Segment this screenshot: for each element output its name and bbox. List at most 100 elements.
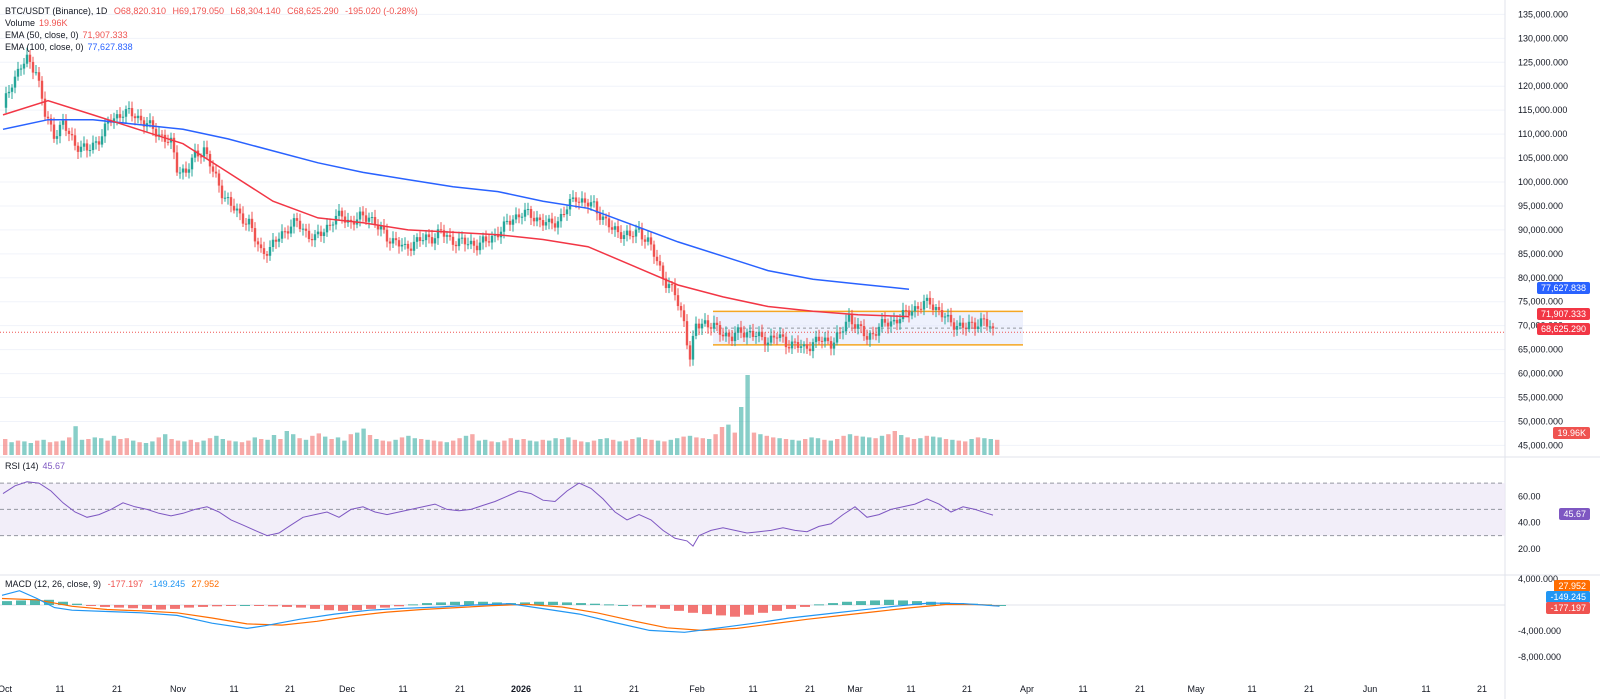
- symbol-label: BTC/USDT (Binance), 1D: [5, 6, 108, 16]
- volume-bar: [195, 442, 200, 455]
- volume-bar: [316, 433, 321, 455]
- volume-bar: [732, 432, 737, 455]
- macd-hist-bar: [702, 605, 712, 615]
- candle-body: [214, 171, 218, 174]
- price-tick-label: 45,000.000: [1518, 440, 1563, 450]
- candle-body: [850, 313, 854, 325]
- candle-body: [886, 322, 890, 327]
- candle-body: [184, 168, 188, 173]
- candle-body: [967, 321, 971, 330]
- candle-body: [610, 227, 614, 230]
- volume-bar: [463, 435, 469, 455]
- volume-bar: [572, 439, 577, 455]
- price-tick-label: 80,000.000: [1518, 273, 1563, 283]
- candle-body: [358, 211, 362, 220]
- macd-hist-bar: [674, 605, 684, 611]
- volume-bar: [303, 439, 309, 455]
- candle-body: [430, 237, 434, 244]
- candle-body: [946, 314, 950, 317]
- candle-body: [316, 231, 320, 235]
- candle-body: [133, 116, 137, 119]
- ema50-tag: 71,907.333: [1536, 308, 1590, 320]
- volume-bar: [233, 441, 238, 455]
- volume-bar: [899, 435, 904, 455]
- volume-bar: [841, 435, 846, 455]
- candle-body: [322, 232, 326, 237]
- candle-body: [736, 327, 740, 333]
- candle-body: [70, 133, 74, 136]
- macd-hist-bar: [646, 605, 656, 608]
- candle-body: [34, 72, 38, 74]
- volume-bar: [438, 441, 443, 455]
- macd-hist-bar: [296, 605, 306, 608]
- volume-bar: [118, 439, 123, 455]
- candle-body: [364, 215, 368, 222]
- macd-hist-bar: [450, 601, 460, 605]
- volume-bar: [495, 442, 501, 455]
- volume-bar: [41, 439, 46, 455]
- candle-body: [241, 213, 245, 224]
- candle-body: [37, 72, 41, 81]
- x-tick-label: Mar: [847, 684, 863, 694]
- candle-body: [16, 68, 20, 77]
- candle-body: [721, 334, 725, 337]
- candle-body: [232, 205, 236, 211]
- volume-bar: [675, 438, 680, 455]
- candle-body: [742, 332, 746, 338]
- candle-body: [100, 136, 104, 145]
- candle-body: [397, 240, 401, 247]
- last-price-tag: 68,625.290: [1536, 323, 1590, 335]
- volume-bar: [99, 438, 104, 455]
- price-tick-label: 125,000.000: [1518, 57, 1568, 67]
- volume-bar: [796, 440, 801, 455]
- candle-body: [385, 229, 389, 242]
- price-tick-label: 90,000.000: [1518, 225, 1563, 235]
- volume-bar: [406, 435, 411, 455]
- candle-body: [970, 321, 974, 323]
- volume-bar: [649, 439, 654, 455]
- candle-body: [895, 319, 899, 324]
- candle-body: [589, 202, 593, 207]
- macd-hist-bar: [254, 605, 264, 606]
- candle-body: [913, 306, 917, 312]
- candle-body: [94, 141, 98, 143]
- candle-body: [631, 236, 635, 238]
- x-tick-label: Jun: [1363, 684, 1378, 694]
- price-tick-label: 115,000.000: [1518, 105, 1567, 115]
- x-tick-label: Nov: [170, 684, 187, 694]
- macd-hist-bar: [772, 605, 782, 611]
- ema100-line: [2, 118, 910, 290]
- candle-body: [319, 231, 323, 237]
- candle-body: [739, 327, 743, 333]
- candle-body: [247, 218, 251, 225]
- volume-bar: [342, 440, 347, 455]
- volume-bar: [809, 437, 814, 455]
- rsi-legend: RSI (14) 45.67: [5, 461, 66, 471]
- candle-body: [52, 124, 56, 139]
- candle-body: [733, 332, 737, 342]
- volume-bar: [175, 440, 181, 455]
- candle-body: [343, 216, 347, 223]
- candle-body: [106, 121, 110, 124]
- macd-hist-bar: [744, 605, 754, 615]
- candle-body: [565, 209, 569, 215]
- volume-bar: [169, 439, 174, 455]
- macd-hist-bar: [464, 601, 474, 605]
- x-tick-label: 21: [455, 684, 465, 694]
- volume-bar: [457, 438, 462, 455]
- macd-hist-bar: [366, 605, 376, 609]
- x-tick-label: Dec: [339, 684, 356, 694]
- candle-body: [415, 237, 419, 242]
- candle-body: [22, 63, 26, 69]
- candle-body: [787, 347, 791, 349]
- volume-bar: [559, 439, 565, 455]
- candle-body: [7, 91, 11, 94]
- x-tick-label: Apr: [1020, 684, 1034, 694]
- candle-body: [916, 306, 920, 309]
- x-tick-label: 11: [1078, 684, 1087, 694]
- macd-legend: MACD (12, 26, close, 9) -177.197 -149.24…: [5, 579, 220, 589]
- volume-bar: [726, 424, 731, 455]
- macd-hist-bar: [212, 605, 222, 607]
- candle-body: [79, 146, 83, 152]
